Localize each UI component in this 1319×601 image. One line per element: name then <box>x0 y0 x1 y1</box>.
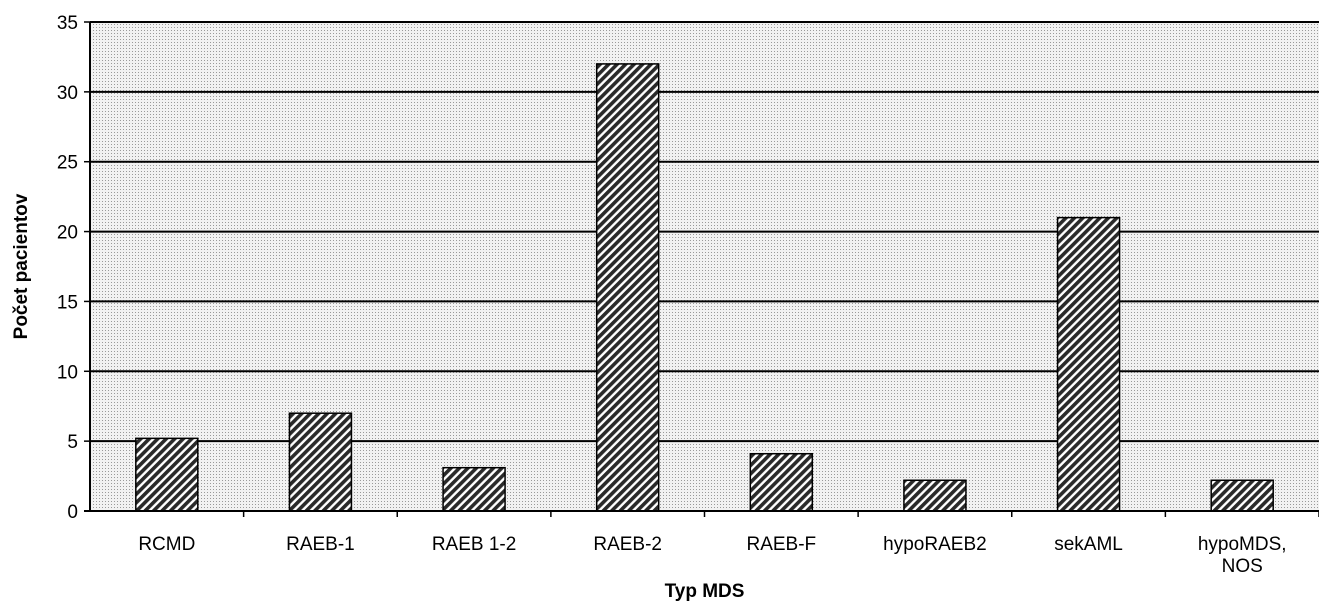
bar <box>903 479 967 512</box>
y-tick-label: 20 <box>57 223 78 244</box>
y-tick-label: 30 <box>57 83 78 104</box>
plot-area <box>90 22 1319 511</box>
x-tick-label: hypoMDS, NOS <box>1198 534 1287 577</box>
x-tick-label: RAEB-2 <box>593 534 662 555</box>
x-tick-label: RAEB 1-2 <box>432 534 516 555</box>
bars <box>135 63 1274 512</box>
y-tick-label: 0 <box>67 502 78 523</box>
x-tick-label: RAEB-1 <box>286 534 355 555</box>
bar <box>1056 216 1121 512</box>
bar <box>135 437 199 512</box>
bar <box>749 452 814 512</box>
axes <box>84 22 1319 512</box>
y-tick-label: 5 <box>67 432 78 453</box>
bar <box>442 466 506 512</box>
bar <box>288 412 353 512</box>
x-tick-label: sekAML <box>1054 534 1123 555</box>
bar <box>595 63 660 512</box>
x-tick-label: RAEB-F <box>746 534 816 555</box>
y-tick-label: 15 <box>57 292 78 313</box>
y-axis-title: Počet pacientov <box>11 193 32 339</box>
x-axis-title: Typ MDS <box>665 581 745 601</box>
y-tick-label: 25 <box>57 153 78 174</box>
x-axis-ticks: RCMD RAEB-1 RAEB 1-2 RAEB-2 RAEB-F hypoRAEB2 s… <box>138 511 1319 577</box>
x-tick-label: RCMD <box>138 534 195 555</box>
y-tick-label: 35 <box>57 13 78 34</box>
y-axis-ticks: 0 5 10 15 20 25 30 35 <box>57 13 90 523</box>
bar <box>1210 479 1274 512</box>
grid-lines <box>90 21 1319 443</box>
y-tick-label: 10 <box>57 362 78 383</box>
x-tick-label: hypoRAEB2 <box>883 534 987 555</box>
